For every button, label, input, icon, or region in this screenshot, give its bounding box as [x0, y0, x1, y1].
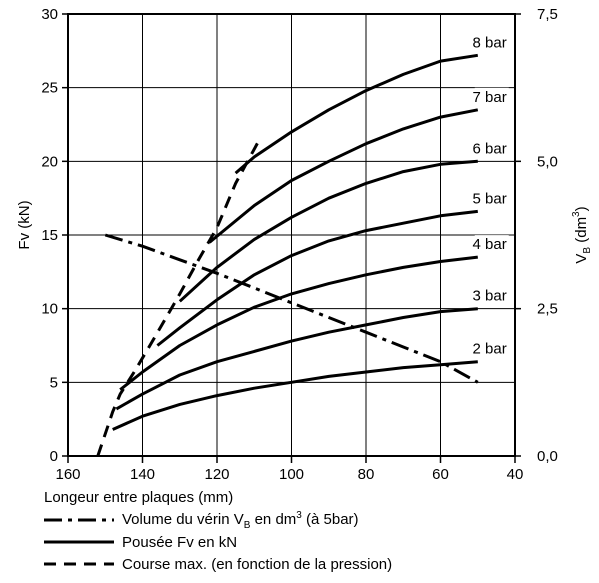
y2-tick-label: 5,0 [537, 153, 558, 170]
bar-label: 5 bar [473, 190, 507, 207]
y-tick-label: 5 [50, 374, 58, 391]
volume-curve [104, 233, 479, 384]
x-tick-label: 80 [358, 466, 375, 483]
bar-label-bg [474, 235, 509, 253]
y-tick-label: 25 [41, 80, 58, 97]
y-tick-label: 30 [41, 6, 58, 23]
x-tick-label: 160 [55, 466, 80, 483]
legend-force: Pousée Fv en kN [44, 531, 564, 553]
x-axis-title: Longeur entre plaques (mm) [44, 489, 234, 506]
force-curve [234, 53, 479, 175]
legend-force-label: Pousée Fv en kN [122, 533, 238, 551]
chart-labels: 160 140 120 100 80 60 40 0 5 10 15 20 25 30 0,0 2,5 5,0 7… [16, 6, 593, 483]
y2-tick-label: 7,5 [537, 6, 558, 23]
bar-label-bg [474, 339, 509, 357]
y-tick-label: 0 [50, 448, 58, 465]
bar-label: 7 bar [473, 89, 507, 106]
bar-label: 4 bar [473, 236, 507, 253]
force-curve [178, 159, 478, 303]
force-curve [112, 360, 478, 431]
legend-course-swatch [44, 562, 114, 566]
x-tick-label: 40 [507, 466, 524, 483]
bar-label-bg [474, 139, 509, 157]
chart-canvas: 160 140 120 100 80 60 40 0 5 10 15 20 25 30 0,0 2,5 5,0 7… [16, 6, 593, 483]
y-tick-label: 20 [41, 153, 58, 170]
legend-volume-swatch [44, 518, 114, 522]
bar-label-bg [474, 87, 509, 105]
legend-volume: Volume du vérin VB en dm3 (à 5bar) [44, 509, 564, 531]
y-axis-title: Fv (kN) [16, 200, 33, 249]
legend-course: Course max. (en fonction de la pression) [44, 553, 564, 575]
chart-curves [96, 53, 479, 457]
bar-label-bg [474, 189, 509, 207]
legend-course-label: Course max. (en fonction de la pression) [122, 555, 393, 573]
bar-label: 3 bar [473, 288, 507, 305]
force-curve [208, 108, 479, 244]
x-tick-label: 120 [204, 466, 229, 483]
legend-volume-label: Volume du vérin VB en dm3 (à 5bar) [122, 509, 359, 531]
legend-force-swatch [44, 540, 114, 544]
y2-tick-label: 2,5 [537, 301, 558, 318]
force-curve [115, 307, 478, 411]
grid-lines [62, 13, 521, 463]
bar-label-bg [474, 33, 509, 51]
bar-label: 2 bar [473, 341, 507, 358]
course-curve [96, 141, 260, 457]
y2-axis-title: VB (dm3) [571, 206, 593, 263]
force-curve [119, 255, 478, 391]
force-curve [156, 209, 478, 347]
bar-label: 6 bar [473, 140, 507, 157]
plot-frame [67, 13, 516, 457]
y-tick-label: 15 [41, 227, 58, 244]
legend: Longeur entre plaques (mm) Volume du vér… [44, 487, 564, 575]
x-tick-label: 140 [130, 466, 155, 483]
x-tick-label: 100 [279, 466, 304, 483]
y2-tick-label: 0,0 [537, 448, 558, 465]
y-tick-label: 10 [41, 301, 58, 318]
x-tick-label: 60 [432, 466, 449, 483]
bar-label-bg [474, 286, 509, 304]
bar-label: 8 bar [473, 34, 507, 51]
